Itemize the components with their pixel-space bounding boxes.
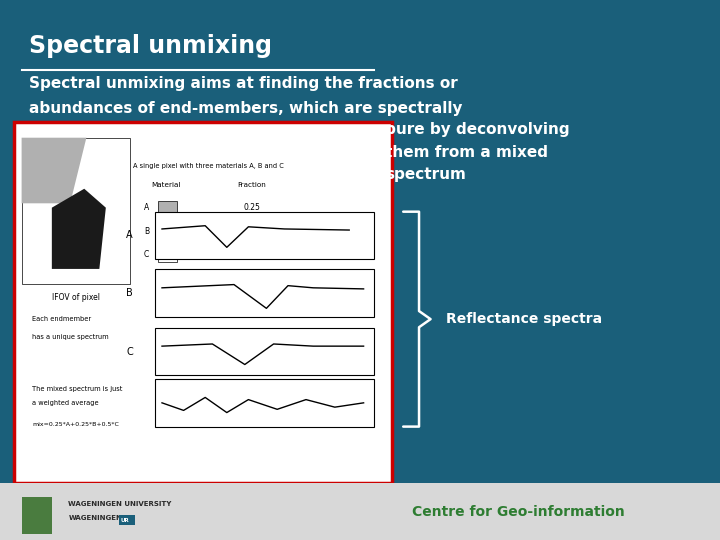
Bar <box>155 379 374 427</box>
Bar <box>155 269 374 317</box>
Bar <box>155 328 374 375</box>
Text: B: B <box>126 288 133 298</box>
Text: Each endmember: Each endmember <box>32 315 91 322</box>
Polygon shape <box>52 189 106 269</box>
Text: A: A <box>144 204 149 212</box>
Text: Spectral unmixing aims at finding the fractions or: Spectral unmixing aims at finding the fr… <box>29 76 457 91</box>
Polygon shape <box>22 138 86 204</box>
Text: Centre for Geo-information: Centre for Geo-information <box>412 505 625 518</box>
Text: mix=0.25*A+0.25*B+0.5*C: mix=0.25*A+0.25*B+0.5*C <box>32 422 120 427</box>
Text: C: C <box>144 250 149 259</box>
Text: them from a mixed: them from a mixed <box>385 145 548 160</box>
Text: A single pixel with three materials A, B and C: A single pixel with three materials A, B… <box>133 163 284 170</box>
Text: abundances of end-members, which are spectrally: abundances of end-members, which are spe… <box>29 100 462 116</box>
Text: WAGENINGEN UNIVERSITY: WAGENINGEN UNIVERSITY <box>68 501 172 508</box>
Text: UR: UR <box>120 517 129 523</box>
Text: pure by deconvolving: pure by deconvolving <box>385 122 570 137</box>
Text: The mixed spectrum is just: The mixed spectrum is just <box>32 386 123 392</box>
Bar <box>0 483 720 540</box>
Text: B: B <box>144 227 149 235</box>
Text: C: C <box>126 347 133 356</box>
Text: a weighted average: a weighted average <box>32 400 99 407</box>
Bar <box>155 212 374 259</box>
Bar <box>119 515 135 525</box>
Text: has a unique spectrum: has a unique spectrum <box>32 334 109 341</box>
Bar <box>158 248 177 262</box>
Bar <box>22 138 130 284</box>
Text: Fraction: Fraction <box>238 181 266 188</box>
Text: WAGENINGEN: WAGENINGEN <box>68 515 122 522</box>
Text: Spectral unmixing: Spectral unmixing <box>29 34 272 58</box>
Text: A: A <box>126 231 133 240</box>
Text: Reflectance spectra: Reflectance spectra <box>446 312 603 326</box>
Bar <box>22 497 52 534</box>
Text: 0.25: 0.25 <box>243 227 261 235</box>
Text: spectrum: spectrum <box>385 167 466 183</box>
FancyBboxPatch shape <box>14 122 392 483</box>
Text: IFOV of pixel: IFOV of pixel <box>52 293 99 302</box>
Bar <box>158 225 177 239</box>
Text: 0.50: 0.50 <box>243 250 261 259</box>
Text: Material: Material <box>151 181 180 188</box>
Bar <box>158 201 177 215</box>
Text: 0.25: 0.25 <box>243 204 261 212</box>
